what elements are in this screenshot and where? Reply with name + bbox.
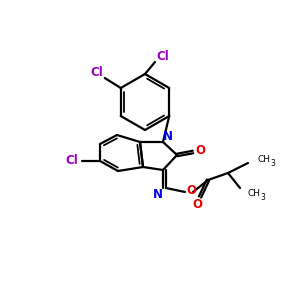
Text: 3: 3	[270, 160, 275, 169]
Text: CH: CH	[248, 188, 261, 197]
Text: N: N	[153, 188, 163, 200]
Text: Cl: Cl	[157, 50, 169, 64]
Text: Cl: Cl	[66, 154, 78, 167]
Text: Cl: Cl	[90, 67, 103, 80]
Text: N: N	[163, 130, 173, 142]
Text: O: O	[186, 184, 196, 196]
Text: O: O	[192, 197, 202, 211]
Text: CH: CH	[258, 155, 271, 164]
Text: O: O	[195, 145, 205, 158]
Text: 3: 3	[260, 193, 265, 202]
